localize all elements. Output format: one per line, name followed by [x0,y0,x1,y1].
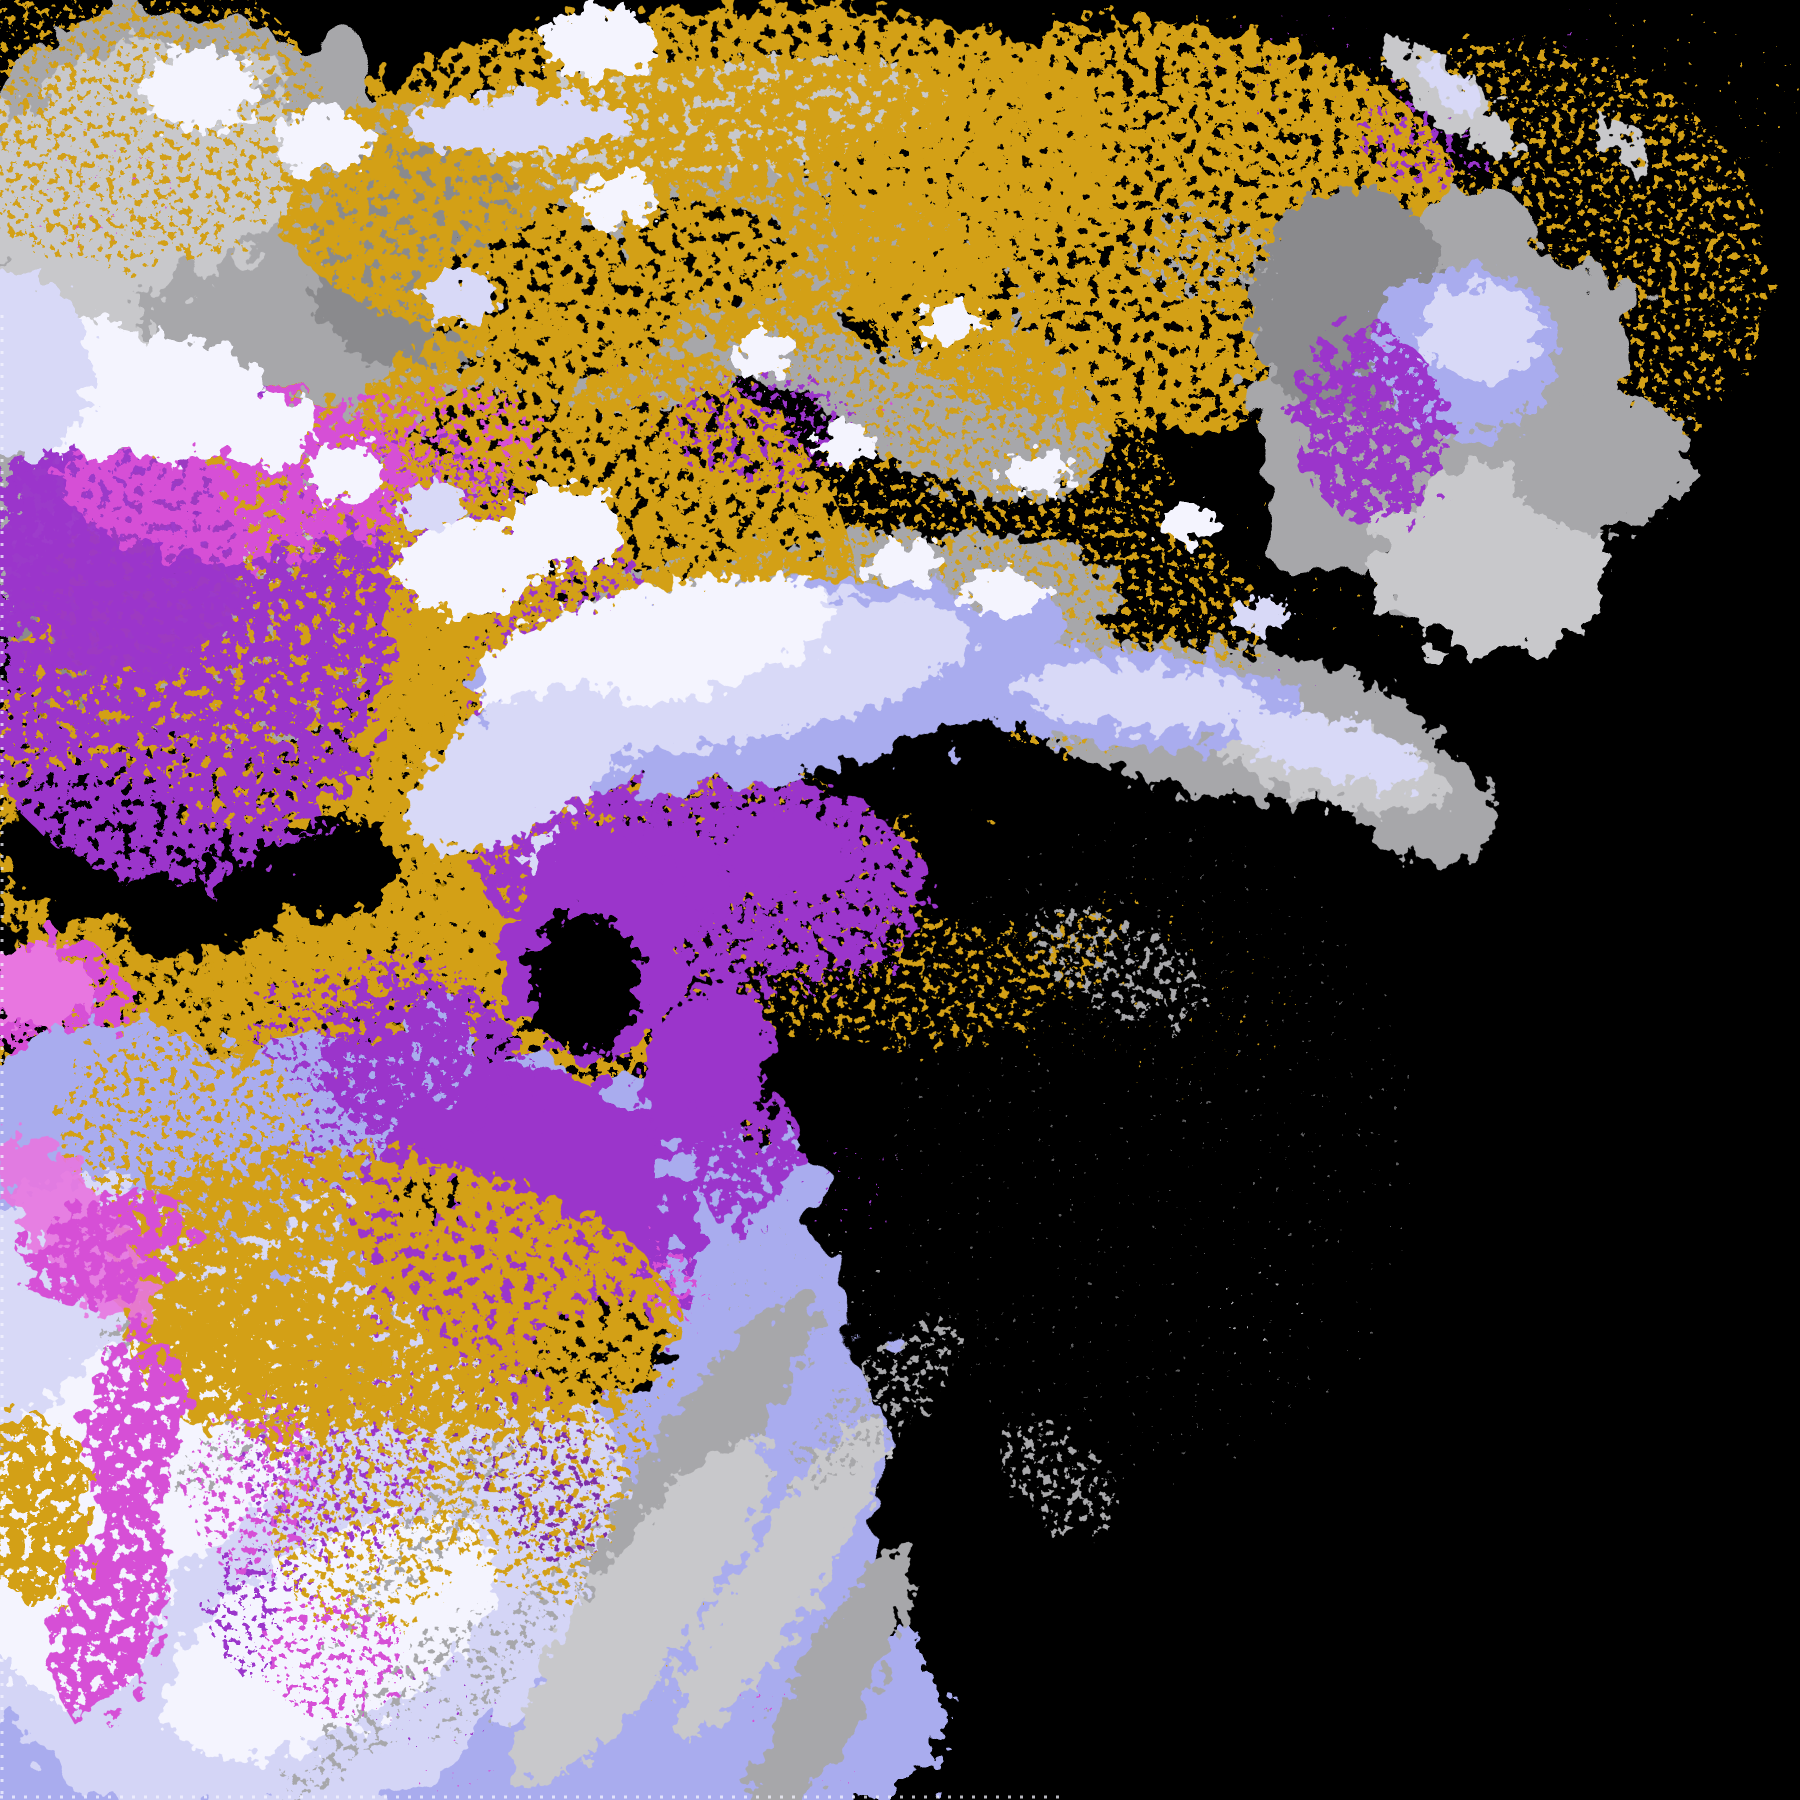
gold-speckle [272,1399,468,1625]
magenta-speckle [191,1403,319,1571]
gray-wisp [1205,1237,1305,1367]
layer-center-band [398,485,1423,887]
pale-cloud [0,275,92,459]
white-cloud [473,579,837,715]
white-cloud [813,424,871,466]
gray-streak [747,1549,913,1800]
gray-cloud [1510,392,1690,532]
magenta-speckle [51,1495,169,1719]
magenta-speckle [28,1190,188,1304]
white-cloud [580,170,654,228]
white-cloud [310,445,384,503]
magenta-speckle [1310,327,1400,437]
pale-cloud [424,271,496,323]
gray-wisp [1034,914,1206,1020]
black-gap [528,910,642,1054]
pink-cloud [0,945,90,1029]
gray-wisp [1140,212,1270,302]
pale-cloud [1420,284,1540,380]
white-cloud [961,571,1043,617]
white-cloud [1161,505,1219,543]
pale-cloud [401,484,463,530]
purple-speckle [320,982,520,1142]
pale-cloud [408,94,632,154]
magenta-speckle [10,132,180,242]
white-cloud [398,520,542,614]
white-cloud [869,542,941,588]
pale-cloud [407,684,633,850]
gray-streak [511,1437,769,1787]
white-cloud [543,8,657,80]
white-cloud [925,305,979,343]
gray-streak [791,1313,969,1491]
layer-overlay-magenta [0,1132,857,1800]
gold-speckle [0,1412,90,1602]
layer-white-blobs [0,8,1287,631]
layer-right-cluster [1140,2,1690,657]
purple-speckle [1205,17,1395,117]
white-cloud [220,394,314,466]
pale-cloud [1237,597,1287,631]
gray-streak [676,1418,884,1736]
purple-speckle [1510,2,1620,72]
magenta-speckle [710,382,910,482]
white-cloud [732,332,794,378]
gold-speckle [402,1301,658,1603]
purple-speckle [698,1088,798,1226]
gray-streak [1590,112,1650,172]
gray-wisp [710,1222,890,1342]
gold-speckle [60,1027,310,1227]
pale-streak [1420,62,1484,118]
purple-speckle [590,347,710,427]
magenta-speckle [263,1595,407,1719]
purple-speckle [730,867,910,987]
magenta-speckle [400,1742,500,1800]
black-gap [260,817,400,917]
white-cloud [275,108,369,172]
gray-wisp [890,822,1410,1482]
pale-cloud [1015,663,1265,731]
layer-sparse-right [890,822,1410,1537]
gray-wisp [1000,1427,1120,1537]
magenta-speckle [84,1333,186,1521]
gold-speckle [127,1272,383,1442]
layer-overlay-gold [0,1027,725,1702]
white-cloud [1006,453,1068,495]
white-cloud [143,48,257,132]
magenta-speckle [644,1242,700,1322]
white-cloud [508,485,622,569]
layer-bottom-fan [511,1222,969,1800]
pale-cloud [1237,709,1423,785]
